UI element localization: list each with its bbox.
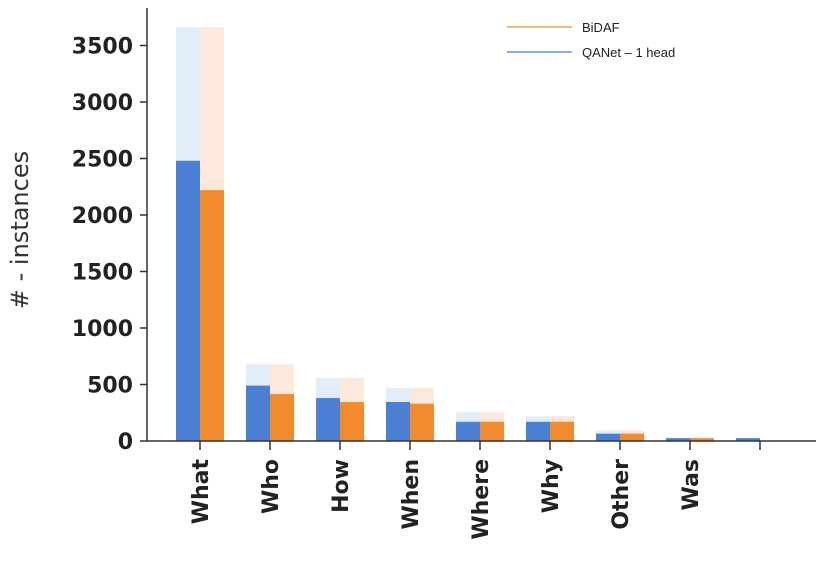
bar-qanet-7 (666, 438, 690, 441)
y-tick-label: 2500 (72, 148, 133, 173)
x-tick-label: What (189, 459, 214, 525)
bar-bidaf-2 (340, 402, 364, 441)
bar-qanet-6 (596, 433, 620, 441)
x-tick-label: Why (539, 459, 564, 513)
bar-bidaf-7 (690, 438, 714, 441)
bar-qanet-8 (736, 438, 760, 441)
bar-bidaf-3 (410, 403, 434, 441)
x-tick-label: How (329, 459, 354, 513)
y-axis-label: # - instances (6, 151, 34, 309)
legend: BiDAF QANet – 1 head (507, 20, 675, 60)
bar-qanet-1 (246, 385, 270, 441)
x-ticks-group: What Who How When Where Why Other Was (189, 441, 761, 540)
y-tick-label: 500 (87, 374, 133, 399)
x-tick-label: When (399, 459, 424, 530)
axes-group (146, 8, 816, 442)
y-tick-label: 2000 (72, 204, 133, 229)
legend-label: QANet – 1 head (582, 45, 675, 60)
legend-label: BiDAF (582, 20, 620, 35)
y-tick-label: 3500 (72, 35, 133, 60)
bar-bidaf-1 (270, 394, 294, 441)
bar-bidaf-4 (480, 421, 504, 441)
x-tick-label: Who (259, 459, 284, 514)
bar-qanet-0 (176, 160, 200, 441)
bar-bidaf-0 (200, 190, 224, 441)
bar-bidaf-6 (620, 433, 644, 441)
y-tick-label: 1500 (72, 261, 133, 286)
bar-bidaf-5 (550, 421, 574, 441)
x-tick-label: Other (609, 459, 634, 530)
x-tick-label: Where (469, 459, 494, 540)
y-tick-label: 0 (118, 430, 133, 455)
bar-qanet-4 (456, 421, 480, 441)
bars-group (176, 27, 760, 441)
y-tick-label: 3000 (72, 91, 133, 116)
bar-qanet-5 (526, 421, 550, 441)
y-ticks-group: 0 500 1000 1500 2000 2500 3000 3500 (72, 35, 147, 455)
y-tick-label: 1000 (72, 317, 133, 342)
x-tick-label: Was (679, 459, 704, 510)
bar-qanet-3 (386, 402, 410, 441)
bar-qanet-2 (316, 398, 340, 441)
